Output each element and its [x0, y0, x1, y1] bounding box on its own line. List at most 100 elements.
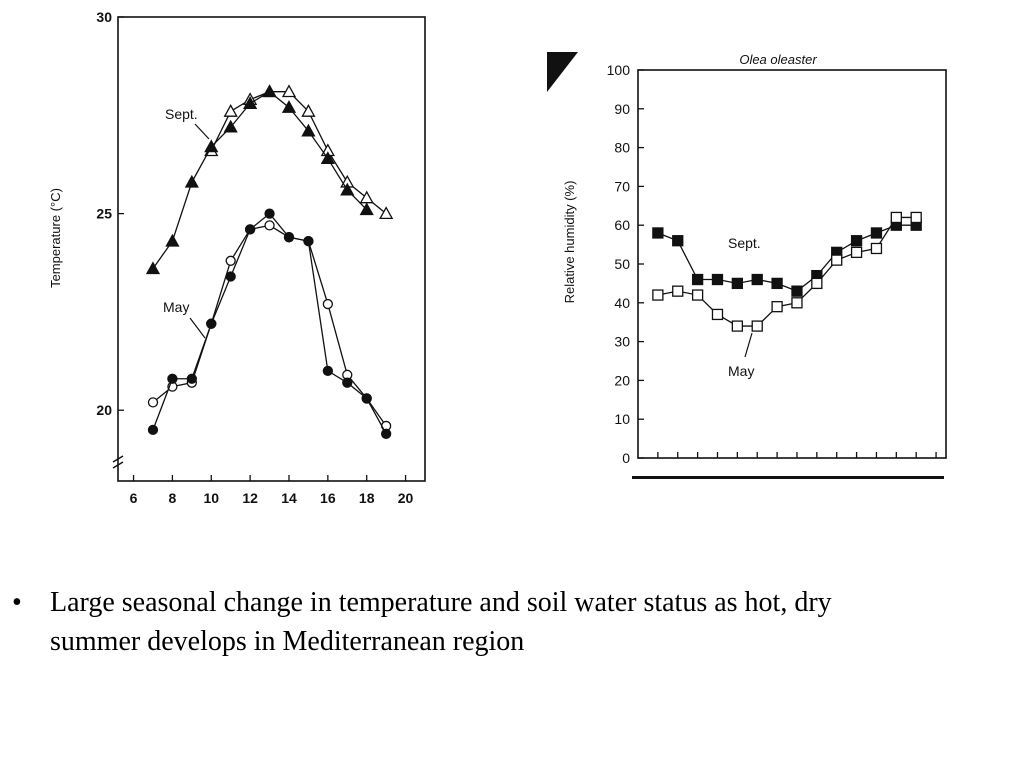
y-tick-label: 0 [622, 450, 630, 466]
bullet-text: Large seasonal change in temperature and… [50, 587, 832, 657]
data-point [225, 271, 236, 282]
data-point [731, 320, 744, 332]
x-tick-label: 14 [281, 490, 297, 506]
data-point [206, 318, 217, 329]
data-point [751, 320, 763, 332]
data-point [771, 277, 783, 290]
chart-title: Olea oleaster [739, 52, 817, 67]
y-tick-label: 50 [614, 256, 630, 272]
data-point [165, 233, 180, 247]
data-point [870, 227, 883, 239]
data-point [264, 208, 275, 219]
y-tick-label: 70 [614, 178, 630, 194]
data-point [691, 289, 704, 301]
x-tick-label: 18 [359, 490, 375, 506]
data-point [147, 397, 159, 408]
data-point [147, 424, 159, 436]
y-tick-label: 20 [96, 402, 112, 418]
axis-break-mark [112, 455, 124, 463]
data-point [731, 277, 744, 290]
x-tick-label: 12 [242, 490, 258, 506]
bullet-symbol: • [12, 587, 22, 618]
y-axis-label: Temperature (°C) [48, 188, 63, 288]
y-tick-label: 100 [607, 62, 631, 78]
data-point [870, 242, 883, 255]
plot-frame [117, 16, 426, 482]
data-point [225, 255, 236, 266]
data-point [301, 123, 316, 137]
x-tick-label: 6 [130, 490, 138, 506]
y-tick-label: 60 [614, 217, 630, 233]
x-tick-label: 8 [169, 490, 177, 506]
data-point [771, 301, 783, 313]
series-line [210, 91, 387, 215]
data-point [262, 84, 277, 98]
data-point [244, 224, 256, 235]
scan-edge-artifact [632, 476, 944, 479]
data-point [652, 227, 664, 239]
y-tick-label: 30 [614, 334, 630, 350]
data-point [691, 273, 704, 286]
y-tick-label: 10 [614, 411, 630, 427]
data-point [850, 246, 863, 259]
data-point [167, 373, 178, 384]
x-tick-label: 20 [398, 490, 414, 506]
data-point [322, 365, 333, 377]
plot-frame [637, 69, 947, 459]
data-point [380, 428, 392, 439]
data-point [850, 235, 863, 247]
data-point [303, 235, 314, 247]
y-tick-label: 25 [96, 206, 112, 222]
data-point [359, 202, 374, 216]
data-point [184, 174, 199, 188]
data-point [672, 235, 684, 247]
annotation-leader [189, 317, 206, 339]
data-point [890, 211, 902, 224]
annotation-may: May [728, 363, 754, 379]
data-point [281, 100, 297, 113]
data-point [145, 261, 161, 275]
data-point [204, 139, 219, 153]
data-point [652, 289, 664, 301]
data-point [379, 206, 394, 220]
data-point [223, 119, 238, 133]
data-point [186, 373, 197, 384]
annotation-leader [194, 123, 210, 140]
annotation-sept: Sept. [728, 235, 761, 251]
humidity-chart: Olea oleaster 0 10 20 30 40 50 60 70 80 90 100 Relat… [547, 52, 947, 479]
temperature-chart: 6 8 10 12 14 16 18 20 20 25 30 Temperature (°C) Sept… [48, 9, 426, 506]
y-axis-label: Relative humidity (%) [562, 181, 577, 304]
y-tick-label: 80 [614, 140, 630, 156]
data-point [342, 377, 353, 388]
data-point [361, 393, 372, 404]
data-point [340, 182, 355, 196]
data-point [751, 273, 763, 286]
data-point [791, 297, 803, 309]
annotation-sept: Sept. [165, 106, 198, 122]
data-point [243, 96, 258, 109]
annotation-may: May [163, 299, 189, 315]
data-point [301, 104, 316, 117]
annotation-leader [744, 332, 753, 358]
x-tick-label: 16 [320, 490, 336, 506]
x-tick-label: 10 [203, 490, 219, 506]
data-point [831, 254, 843, 266]
y-tick-label: 30 [96, 9, 112, 25]
data-point [322, 298, 333, 310]
axis-break-mark [112, 461, 124, 469]
data-point [281, 84, 297, 98]
scan-corner-artifact [547, 52, 578, 92]
data-point [672, 285, 684, 297]
data-point [264, 220, 275, 231]
data-point [711, 308, 724, 321]
y-tick-label: 20 [614, 372, 630, 388]
y-tick-label: 40 [614, 295, 630, 311]
data-point [910, 211, 922, 224]
data-point [283, 232, 295, 243]
data-point [223, 104, 238, 117]
data-point [791, 285, 803, 297]
data-point [711, 273, 724, 286]
data-point [811, 277, 823, 290]
data-point [320, 151, 335, 165]
